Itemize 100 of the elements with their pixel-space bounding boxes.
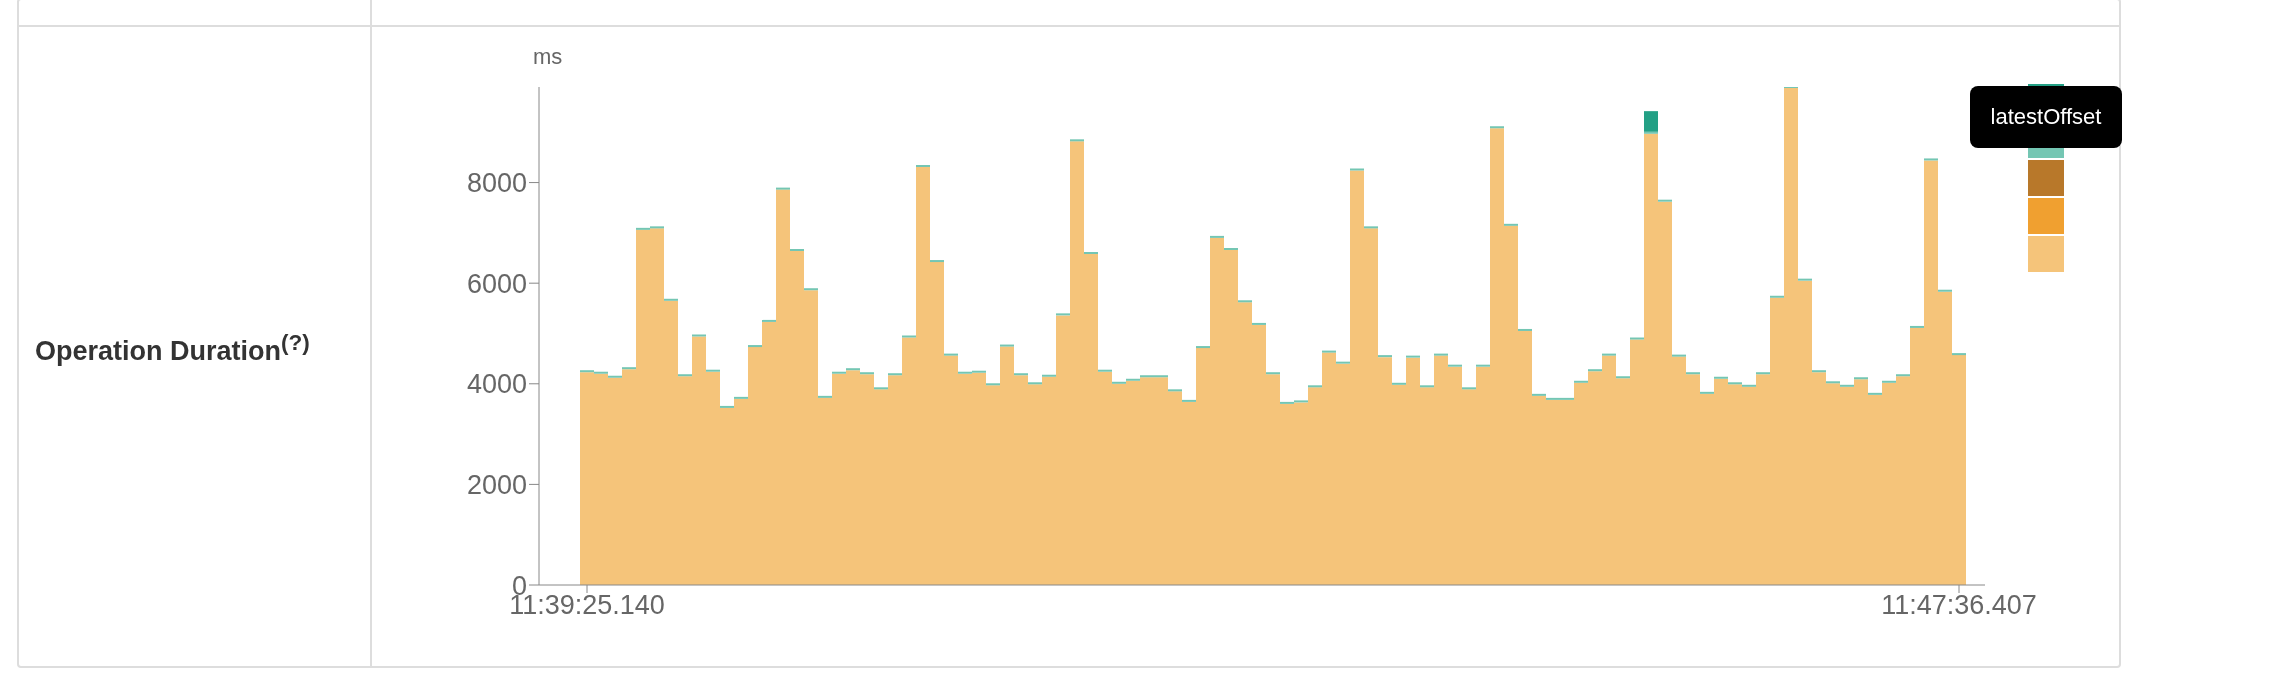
bar — [1350, 168, 1364, 171]
bar — [1406, 355, 1420, 358]
bar — [1518, 328, 1532, 331]
bar — [720, 405, 734, 408]
bar — [1462, 387, 1476, 390]
bar — [636, 227, 650, 230]
bar — [1686, 372, 1700, 375]
bar — [1630, 337, 1644, 340]
bar — [1126, 378, 1140, 381]
bar — [1658, 199, 1672, 202]
bar — [1168, 389, 1182, 392]
bar — [1616, 376, 1630, 379]
bar — [1224, 247, 1238, 250]
bar — [1266, 372, 1280, 375]
bar — [1420, 385, 1434, 388]
bar — [1574, 380, 1588, 383]
bar — [776, 187, 790, 190]
bar — [1672, 354, 1686, 357]
bar — [1756, 372, 1770, 375]
bar — [1476, 364, 1490, 367]
bar — [1714, 376, 1728, 379]
bar — [1812, 370, 1826, 373]
bar — [1910, 325, 1924, 328]
bar — [664, 298, 678, 301]
bar — [608, 375, 622, 378]
bar — [1056, 313, 1070, 316]
text: Operation Duration$^{(?)}$ — [35, 330, 310, 367]
bar — [874, 387, 888, 390]
bar — [1322, 350, 1336, 353]
bar — [1602, 353, 1616, 356]
bar — [594, 371, 608, 374]
bar — [1280, 401, 1294, 404]
bar — [1728, 382, 1742, 385]
bar — [1084, 251, 1098, 255]
bar — [748, 345, 762, 348]
bar — [1364, 226, 1378, 229]
bar — [1490, 126, 1504, 129]
y-tick-label: 8000 — [466, 168, 527, 199]
bar — [1854, 377, 1868, 380]
y-tick-label: 6000 — [466, 268, 527, 299]
bar — [1448, 364, 1462, 367]
bar — [1028, 382, 1042, 385]
bar — [986, 383, 1000, 386]
bar — [762, 319, 776, 322]
bar — [1098, 369, 1112, 372]
y-tick-label: 4000 — [466, 369, 527, 400]
bar — [1308, 385, 1322, 388]
bar — [790, 248, 804, 251]
bar — [1532, 393, 1546, 396]
bar — [734, 396, 748, 399]
bar — [622, 367, 636, 370]
bar — [1196, 346, 1210, 349]
bar — [1770, 295, 1784, 298]
bar — [846, 368, 860, 371]
bar — [930, 260, 944, 263]
bar — [1938, 289, 1952, 292]
bar — [1644, 131, 1658, 134]
bar — [1644, 111, 1658, 132]
bar — [832, 371, 846, 374]
bar — [1924, 158, 1938, 161]
bar — [804, 288, 818, 291]
bar — [1070, 139, 1084, 142]
bar — [860, 372, 874, 375]
bar — [1840, 384, 1854, 387]
bar — [916, 164, 930, 167]
bar — [1210, 235, 1224, 238]
bar — [1336, 361, 1350, 364]
bar — [944, 353, 958, 356]
bar — [1798, 278, 1812, 281]
bar — [1896, 374, 1910, 377]
bar — [1042, 374, 1056, 377]
bar — [902, 335, 916, 338]
bar — [1182, 399, 1196, 402]
y-tick-label: 2000 — [466, 469, 527, 500]
bar — [818, 395, 832, 398]
bar — [1294, 400, 1308, 403]
bar — [1588, 369, 1602, 372]
bar — [1826, 381, 1840, 384]
bar — [1112, 381, 1126, 384]
bar — [1742, 384, 1756, 387]
bar — [678, 374, 692, 377]
bar — [1392, 382, 1406, 385]
bar — [706, 369, 720, 372]
bar — [580, 370, 594, 373]
bar — [1952, 353, 1966, 356]
bar — [888, 373, 902, 376]
bar — [1378, 355, 1392, 358]
bar — [1000, 344, 1014, 347]
bar — [1434, 353, 1448, 356]
bar — [1238, 300, 1252, 303]
bar — [1014, 373, 1028, 376]
bar — [1504, 223, 1518, 226]
bar — [1868, 392, 1882, 395]
x-tick-label: 11:47:36.407 — [1881, 590, 2037, 621]
y-axis-title: ms — [533, 44, 563, 70]
bar — [692, 334, 706, 337]
legend-tooltip: latestOffset — [1970, 86, 2122, 148]
bar — [1882, 380, 1896, 383]
bar — [1252, 322, 1266, 325]
bar — [650, 226, 664, 229]
